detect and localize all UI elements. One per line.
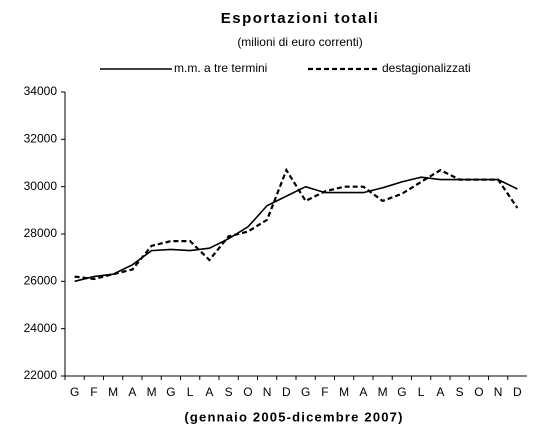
- x-tick-label: G: [397, 385, 406, 399]
- x-tick-label: F: [90, 385, 97, 399]
- x-tick-label: G: [301, 385, 310, 399]
- x-axis-label: (gennaio 2005-dicembre 2007): [184, 409, 403, 424]
- y-tick-label: 32000: [24, 132, 58, 146]
- x-tick-label: A: [205, 385, 213, 399]
- x-tick-label: O: [243, 385, 252, 399]
- x-tick-label: S: [225, 385, 233, 399]
- x-tick-label: G: [166, 385, 175, 399]
- series-line: [74, 176, 518, 283]
- x-tick-label: A: [436, 385, 444, 399]
- x-tick-label: N: [263, 385, 272, 399]
- y-tick-label: 28000: [24, 226, 58, 240]
- y-tick-label: 34000: [24, 84, 58, 98]
- x-tick-label: S: [456, 385, 464, 399]
- x-tick-label: A: [128, 385, 136, 399]
- x-tick-label: M: [108, 385, 118, 399]
- chart-title: Esportazioni totali: [221, 10, 380, 27]
- x-tick-label: L: [187, 385, 194, 399]
- x-tick-label: O: [474, 385, 483, 399]
- x-tick-label: D: [282, 385, 291, 399]
- x-tick-label: A: [359, 385, 367, 399]
- x-tick-label: M: [339, 385, 349, 399]
- x-tick-label: N: [494, 385, 503, 399]
- x-tick-label: M: [147, 385, 157, 399]
- legend-label: destagionalizzati: [382, 61, 471, 75]
- x-tick-label: F: [321, 385, 328, 399]
- y-tick-label: 22000: [24, 368, 58, 382]
- y-tick-label: 24000: [24, 321, 58, 335]
- x-tick-label: G: [70, 385, 79, 399]
- series-line: [74, 167, 519, 281]
- x-tick-label: M: [378, 385, 388, 399]
- x-tick-label: D: [513, 385, 522, 399]
- y-tick-label: 30000: [24, 179, 58, 193]
- chart-subtitle: (milioni di euro correnti): [237, 35, 362, 49]
- x-tick-label: L: [418, 385, 425, 399]
- legend-label: m.m. a tre termini: [174, 61, 267, 75]
- y-tick-label: 26000: [24, 274, 58, 288]
